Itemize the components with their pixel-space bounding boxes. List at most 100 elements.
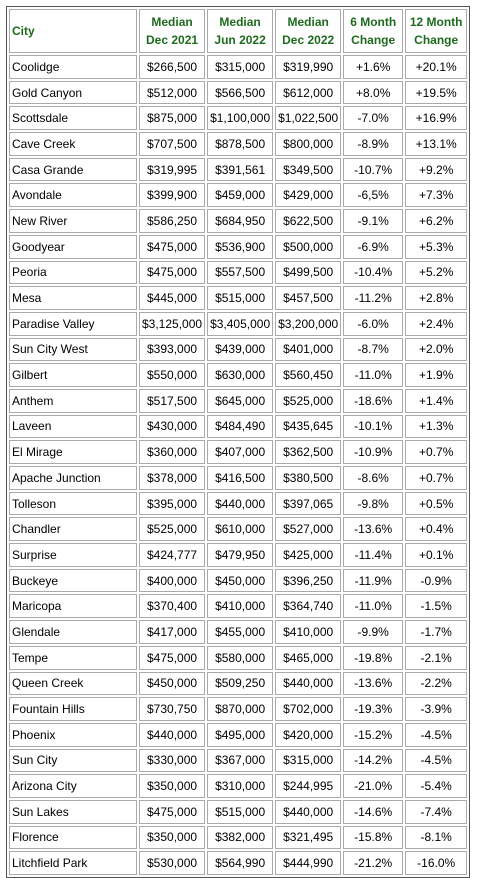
table-row: Avondale $399,900 $459,000 $429,000 -6,5% +7.… — [9, 183, 468, 208]
value-cell: $550,000 — [139, 363, 206, 387]
value-cell: $530,000 — [139, 851, 206, 875]
city-cell: Florence — [9, 825, 137, 850]
value-cell: -5.4% — [405, 774, 468, 798]
value-cell: $410,000 — [275, 620, 342, 644]
value-cell: $440,000 — [275, 799, 342, 824]
value-cell: -7.4% — [405, 799, 468, 824]
city-cell: Laveen — [9, 414, 137, 439]
value-cell: $525,000 — [139, 517, 206, 542]
city-cell: Surprise — [9, 543, 137, 567]
table-row: Arizona City $350,000 $310,000 $244,995 -21.… — [9, 774, 468, 798]
value-cell: $509,250 — [207, 671, 274, 696]
city-cell: Queen Creek — [9, 671, 137, 696]
value-cell: $321,495 — [275, 825, 342, 850]
value-cell: -9.8% — [343, 491, 404, 516]
value-cell: -10.7% — [343, 157, 404, 182]
table-row: Queen Creek $450,000 $509,250 $440,000 -13.6… — [9, 671, 468, 696]
value-cell: $517,500 — [139, 388, 206, 413]
value-cell: $310,000 — [207, 774, 274, 798]
value-cell: -6.0% — [343, 311, 404, 336]
value-cell: $315,000 — [275, 748, 342, 773]
table-row: Surprise $424,777 $479,950 $425,000 -11.4% +0… — [9, 543, 468, 567]
city-cell: Goodyear — [9, 234, 137, 259]
value-cell: $395,000 — [139, 491, 206, 516]
value-cell: -10.9% — [343, 440, 404, 464]
city-cell: Casa Grande — [9, 157, 137, 182]
table-row: Apache Junction $378,000 $416,500 $380,500-… — [9, 466, 468, 490]
value-cell: $382,000 — [207, 825, 274, 850]
column-header: Median Jun 2022 — [207, 9, 274, 53]
column-header: 12 Month Change — [405, 9, 468, 53]
value-cell: $586,250 — [139, 209, 206, 233]
value-cell: -8.1% — [405, 825, 468, 850]
value-cell: $630,000 — [207, 363, 274, 387]
value-cell: $444,990 — [275, 851, 342, 875]
value-cell: $362,500 — [275, 440, 342, 464]
city-cell: Sun City — [9, 748, 137, 773]
value-cell: $557,500 — [207, 260, 274, 285]
table-row: Goodyear $475,000 $536,900 $500,000 -6.9% +5.… — [9, 234, 468, 259]
value-cell: $391,561 — [207, 157, 274, 182]
value-cell: -8.7% — [343, 337, 404, 362]
value-cell: $435,645 — [275, 414, 342, 439]
column-header: 6 Month Change — [343, 9, 404, 53]
header-line: Dec 2021 — [146, 33, 199, 47]
city-cell: Scottsdale — [9, 106, 137, 131]
city-cell: Sun City West — [9, 337, 137, 362]
table-row: Glendale $417,000 $455,000 $410,000 -9.9% -1.… — [9, 620, 468, 644]
column-header: City — [9, 9, 137, 53]
value-cell: $1,022,500 — [275, 106, 342, 131]
value-cell: +1.3% — [405, 414, 468, 439]
value-cell: -15.2% — [343, 722, 404, 747]
value-cell: +0.5% — [405, 491, 468, 516]
city-cell: El Mirage — [9, 440, 137, 464]
table-row: Anthem $517,500 $645,000 $525,000 -18.6% +1.4… — [9, 388, 468, 413]
value-cell: $244,995 — [275, 774, 342, 798]
value-cell: $475,000 — [139, 234, 206, 259]
value-cell: $393,000 — [139, 337, 206, 362]
column-header: Median Dec 2022 — [275, 9, 342, 53]
table-row: Laveen $430,000 $484,490 $435,645 -10.1% +1.3… — [9, 414, 468, 439]
value-cell: $684,950 — [207, 209, 274, 233]
value-cell: $527,000 — [275, 517, 342, 542]
value-cell: $612,000 — [275, 80, 342, 105]
header-line: Dec 2022 — [282, 33, 335, 47]
value-cell: -2.1% — [405, 645, 468, 670]
value-cell: +2.0% — [405, 337, 468, 362]
table-row: Scottsdale $875,000 $1,100,000 $1,022,500 -7… — [9, 106, 468, 131]
city-cell: Anthem — [9, 388, 137, 413]
city-cell: Mesa — [9, 286, 137, 310]
value-cell: $439,000 — [207, 337, 274, 362]
value-cell: $330,000 — [139, 748, 206, 773]
table-row: Florence $350,000 $382,000 $321,495 -15.8% -8… — [9, 825, 468, 850]
value-cell: -19.3% — [343, 697, 404, 721]
value-cell: $525,000 — [275, 388, 342, 413]
header-line: Jun 2022 — [214, 33, 266, 47]
table-row: Litchfield Park $530,000 $564,990 $444,990-… — [9, 851, 468, 875]
value-cell: $445,000 — [139, 286, 206, 310]
value-cell: $475,000 — [139, 799, 206, 824]
value-cell: -2.2% — [405, 671, 468, 696]
value-cell: $364,740 — [275, 594, 342, 619]
value-cell: $465,000 — [275, 645, 342, 670]
value-cell: -0.9% — [405, 568, 468, 593]
city-cell: Arizona City — [9, 774, 137, 798]
value-cell: -13.6% — [343, 671, 404, 696]
value-cell: -1.5% — [405, 594, 468, 619]
city-cell: Maricopa — [9, 594, 137, 619]
value-cell: $319,990 — [275, 55, 342, 79]
header-line: Change — [414, 33, 459, 47]
value-cell: -7.0% — [343, 106, 404, 131]
table-row: Buckeye $400,000 $450,000 $396,250 -11.9% -0.… — [9, 568, 468, 593]
value-cell: -14.2% — [343, 748, 404, 773]
value-cell: $417,000 — [139, 620, 206, 644]
value-cell: $425,000 — [275, 543, 342, 567]
value-cell: $319,995 — [139, 157, 206, 182]
value-cell: $429,000 — [275, 183, 342, 208]
table-row: Maricopa $370,400 $410,000 $364,740 -11.0% -1… — [9, 594, 468, 619]
value-cell: -4.5% — [405, 748, 468, 773]
city-cell: Glendale — [9, 620, 137, 644]
value-cell: -15.8% — [343, 825, 404, 850]
value-cell: $622,500 — [275, 209, 342, 233]
city-cell: Paradise Valley — [9, 311, 137, 336]
